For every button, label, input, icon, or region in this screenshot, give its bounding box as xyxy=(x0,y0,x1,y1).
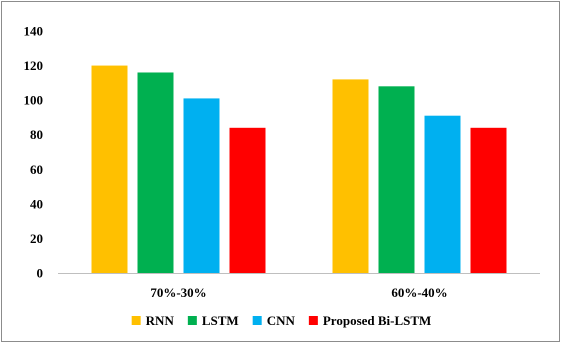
x-category-label: 60%-40% xyxy=(391,285,447,300)
y-tick-label: 60 xyxy=(30,162,43,177)
legend-label-rnn: RNN xyxy=(146,313,175,328)
bar-proposed-bi-lstm-2 xyxy=(470,127,507,273)
y-axis-ticks: 0 20 40 60 80 100 120 140 xyxy=(24,24,44,281)
y-tick-label: 80 xyxy=(30,127,43,142)
legend-label-cnn: CNN xyxy=(267,313,296,328)
y-tick-label: 20 xyxy=(30,231,43,246)
legend-swatch-cnn xyxy=(252,316,262,325)
y-tick-label: 0 xyxy=(37,266,44,281)
bar-cnn-1 xyxy=(183,98,220,274)
bar-cnn-2 xyxy=(424,115,461,273)
y-tick-label: 100 xyxy=(24,93,44,108)
legend-swatch-proposed-bi-lstm xyxy=(308,316,318,325)
legend-swatch-rnn xyxy=(131,316,141,325)
legend: RNN LSTM CNN Proposed Bi-LSTM xyxy=(131,313,431,328)
bar-rnn-2 xyxy=(332,79,369,274)
bar-rnn-1 xyxy=(91,65,128,273)
x-category-label: 70%-30% xyxy=(150,285,206,300)
x-axis-category-labels: 70%-30% 60%-40% xyxy=(150,285,447,300)
y-tick-label: 40 xyxy=(30,196,43,211)
legend-swatch-lstm xyxy=(187,316,197,325)
legend-label-lstm: LSTM xyxy=(202,313,239,328)
bar-lstm-2 xyxy=(378,86,415,273)
legend-label-proposed-bi-lstm: Proposed Bi-LSTM xyxy=(323,313,431,328)
y-tick-label: 140 xyxy=(24,24,44,39)
bar-lstm-1 xyxy=(137,72,174,273)
bar-proposed-bi-lstm-1 xyxy=(229,127,266,273)
bar-group xyxy=(91,65,507,274)
y-tick-label: 120 xyxy=(24,58,44,73)
